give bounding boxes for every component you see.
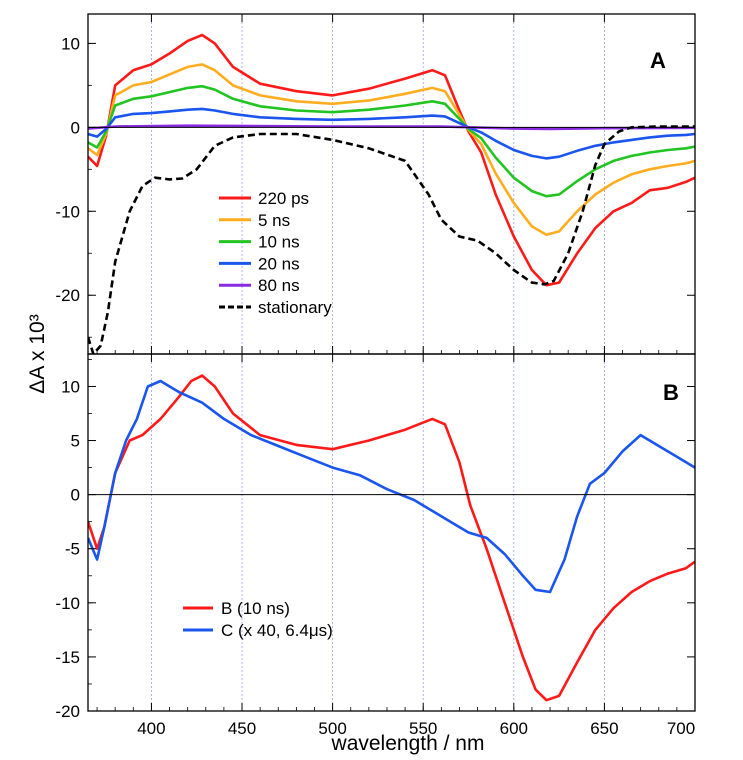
legend-label: 20 ns xyxy=(258,254,300,273)
series-line-stationary xyxy=(88,125,695,354)
series-line-10-ns xyxy=(88,84,695,198)
x-tick-label: 400 xyxy=(137,719,165,738)
series-line-80-ns xyxy=(88,124,695,131)
x-tick-label: 700 xyxy=(667,719,695,738)
series-line-220-ps xyxy=(88,33,695,287)
x-tick-label: 450 xyxy=(228,719,256,738)
panel-a-series xyxy=(88,33,695,354)
x-tick-label: 650 xyxy=(590,719,618,738)
y-tick-label: 0 xyxy=(71,118,80,137)
y-tick-label: -10 xyxy=(55,202,80,221)
y-tick-label: 10 xyxy=(61,377,80,396)
panel-b-series xyxy=(88,374,695,702)
x-tick-label: 500 xyxy=(318,719,346,738)
plot-frame xyxy=(87,353,696,712)
y-tick-label: -20 xyxy=(55,702,80,721)
y-tick-label: -5 xyxy=(65,540,80,559)
panel-a-gridlines xyxy=(151,14,605,354)
legend-label: 10 ns xyxy=(258,233,300,252)
y-tick-label: 5 xyxy=(71,432,80,451)
legend-label: 220 ps xyxy=(258,189,309,208)
y-tick-label: 0 xyxy=(71,486,80,505)
series-line-20-ns xyxy=(88,107,695,160)
panel-b-letter: B xyxy=(663,380,679,405)
legend-label: 5 ns xyxy=(258,211,290,230)
y-axis-title: ΔA x 10³ xyxy=(26,314,49,393)
x-axis-title: wavelength / nm xyxy=(331,732,485,755)
legend-label: C (x 40, 6.4μs) xyxy=(221,621,333,640)
panel-a-legend: 220 ps 5 ns 10 ns 20 ns 80 ns stationary xyxy=(219,189,332,317)
panel-a-letter: A xyxy=(650,48,666,73)
series-line-5-ns xyxy=(88,63,695,237)
y-tick-label: -20 xyxy=(55,286,80,305)
y-tick-label: -15 xyxy=(55,648,80,667)
x-tick-label: 600 xyxy=(500,719,528,738)
panel-b-legend: B (10 ns) C (x 40, 6.4μs) xyxy=(183,599,333,640)
series-line-b-10-ns- xyxy=(88,374,695,702)
y-tick-label: 10 xyxy=(61,34,80,53)
plot-frame xyxy=(87,13,696,355)
panel-b-gridlines xyxy=(151,354,605,711)
panel-b-axes: -20 -15 -10 -5 0 5 10 400 450 500 550 600 650 700 xyxy=(55,353,696,738)
legend-label: 80 ns xyxy=(258,276,300,295)
legend-label: B (10 ns) xyxy=(221,599,290,618)
x-tick-label: 550 xyxy=(409,719,437,738)
legend-label: stationary xyxy=(258,298,332,317)
y-tick-label: -10 xyxy=(55,594,80,613)
series-line-c-x-40-6-4-s- xyxy=(88,379,695,594)
